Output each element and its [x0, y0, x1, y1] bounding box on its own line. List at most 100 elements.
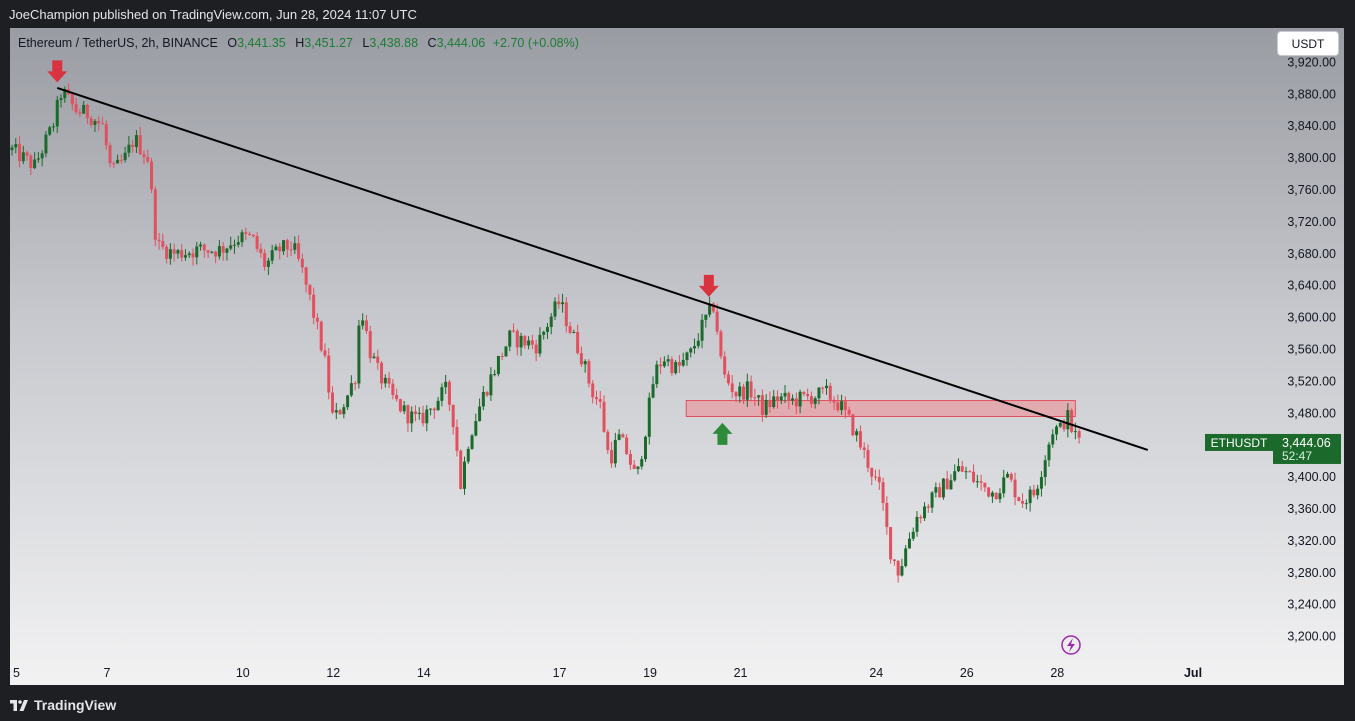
lightning-icon[interactable]: [1061, 635, 1081, 655]
candle-body: [760, 395, 764, 415]
candle-body: [346, 395, 350, 408]
candle-body: [413, 411, 417, 414]
candle-body: [659, 364, 663, 367]
candle-body: [402, 405, 406, 412]
legend-low-label: L: [362, 36, 370, 50]
candle-body: [1077, 431, 1081, 438]
price-chart[interactable]: 3,920.00 3,880.00 3,840.00 3,800.00 3,760.00…: [10, 28, 1344, 685]
candle-body: [236, 242, 240, 245]
candle-body: [447, 381, 451, 405]
candle-body: [493, 373, 497, 375]
candle-body: [150, 161, 154, 190]
legend-open-label: O: [227, 36, 238, 50]
candle-body: [55, 99, 59, 127]
candle-body: [704, 314, 708, 320]
candle-body: [757, 395, 761, 398]
trendline[interactable]: [56, 86, 1149, 451]
lightning-icon-bolt: [1067, 638, 1075, 652]
symbol-legend[interactable]: Ethereum / TetherUS, 2h, BINANCE O3,441.…: [18, 36, 579, 50]
price-tag[interactable]: [1273, 433, 1341, 464]
candle-body: [557, 301, 561, 305]
candle-body: [455, 427, 459, 451]
candle-body: [889, 527, 893, 560]
candle-body: [225, 248, 229, 253]
candle-body: [862, 447, 866, 450]
candle-body: [896, 560, 900, 576]
candle-body: [206, 250, 210, 253]
x-tick-label: 17: [553, 666, 567, 680]
candle-body: [36, 158, 40, 160]
legend-high-label: H: [295, 36, 305, 50]
candle-body: [202, 244, 206, 251]
tradingview-logo-icon: [10, 699, 28, 711]
quote-currency-button[interactable]: USDT: [1277, 31, 1339, 56]
candle-body: [674, 362, 678, 374]
candle-body: [655, 364, 659, 385]
candle-body: [1039, 477, 1043, 489]
candle-body: [768, 399, 772, 407]
candle-body: [949, 480, 953, 490]
candle-body: [429, 408, 433, 410]
candle-body: [470, 435, 474, 449]
candle-body: [131, 144, 135, 147]
candle-body: [670, 359, 674, 374]
tradingview-logo[interactable]: TradingView: [10, 697, 116, 713]
candle-body: [432, 408, 436, 411]
candle-body: [719, 331, 723, 357]
candle-body: [364, 320, 368, 332]
candle-body: [983, 482, 987, 488]
candle-body: [1002, 477, 1006, 494]
chart-frame[interactable]: 3,920.00 3,880.00 3,840.00 3,800.00 3,760.00…: [10, 28, 1344, 685]
x-tick-label: Jul: [1184, 666, 1202, 680]
candle-body: [598, 399, 602, 402]
candle-body: [176, 250, 180, 254]
candle-body: [530, 340, 534, 345]
symbol-tag-label: ETHUSDT: [1211, 436, 1268, 450]
candle-body: [874, 476, 878, 478]
candle-body: [101, 123, 104, 125]
x-tick-label: 26: [960, 666, 974, 680]
candle-body: [809, 396, 813, 404]
candle-body: [572, 331, 576, 333]
candle-body: [376, 356, 380, 363]
candle-body: [787, 392, 791, 401]
candle-body: [693, 346, 697, 349]
candle-body: [972, 471, 976, 482]
candle-body: [553, 301, 557, 317]
candle-body: [489, 374, 493, 396]
candle-body: [843, 401, 847, 410]
candle-body: [542, 331, 546, 335]
down-arrow-marker[interactable]: [698, 274, 719, 297]
candle-body: [25, 152, 29, 156]
y-tick-label: 3,480.00: [1287, 406, 1336, 420]
candle-body: [681, 360, 685, 366]
candle-body: [372, 356, 376, 359]
footer: TradingView: [0, 689, 1355, 721]
legend-symbol[interactable]: Ethereum / TetherUS, 2h, BINANCE: [18, 36, 218, 50]
legend-low: 3,438.88: [369, 36, 419, 50]
candle-body: [987, 487, 991, 497]
legend-close-label: C: [427, 36, 437, 50]
candle-body: [881, 482, 885, 503]
candle-body: [549, 316, 553, 328]
up-arrow-marker[interactable]: [712, 422, 733, 445]
candle-body: [263, 252, 267, 267]
candle-body: [662, 361, 666, 367]
candle-body: [610, 450, 614, 464]
candle-body: [29, 155, 33, 169]
candle-body: [527, 340, 531, 346]
x-tick-label: 14: [417, 666, 431, 680]
candle-body: [108, 145, 112, 164]
candle-body: [104, 124, 108, 146]
down-arrow-marker[interactable]: [47, 60, 68, 83]
candle-body: [504, 346, 508, 357]
resistance-zone[interactable]: [685, 400, 1076, 417]
candle-body: [229, 245, 233, 249]
candle-body: [195, 246, 199, 258]
candle-body: [813, 398, 817, 404]
symbol-tag[interactable]: [1205, 433, 1273, 451]
top-bar: JoeChampion published on TradingView.com…: [0, 0, 1355, 28]
candle-body: [923, 506, 927, 519]
candle-body: [474, 421, 478, 436]
candle-body: [466, 448, 470, 462]
